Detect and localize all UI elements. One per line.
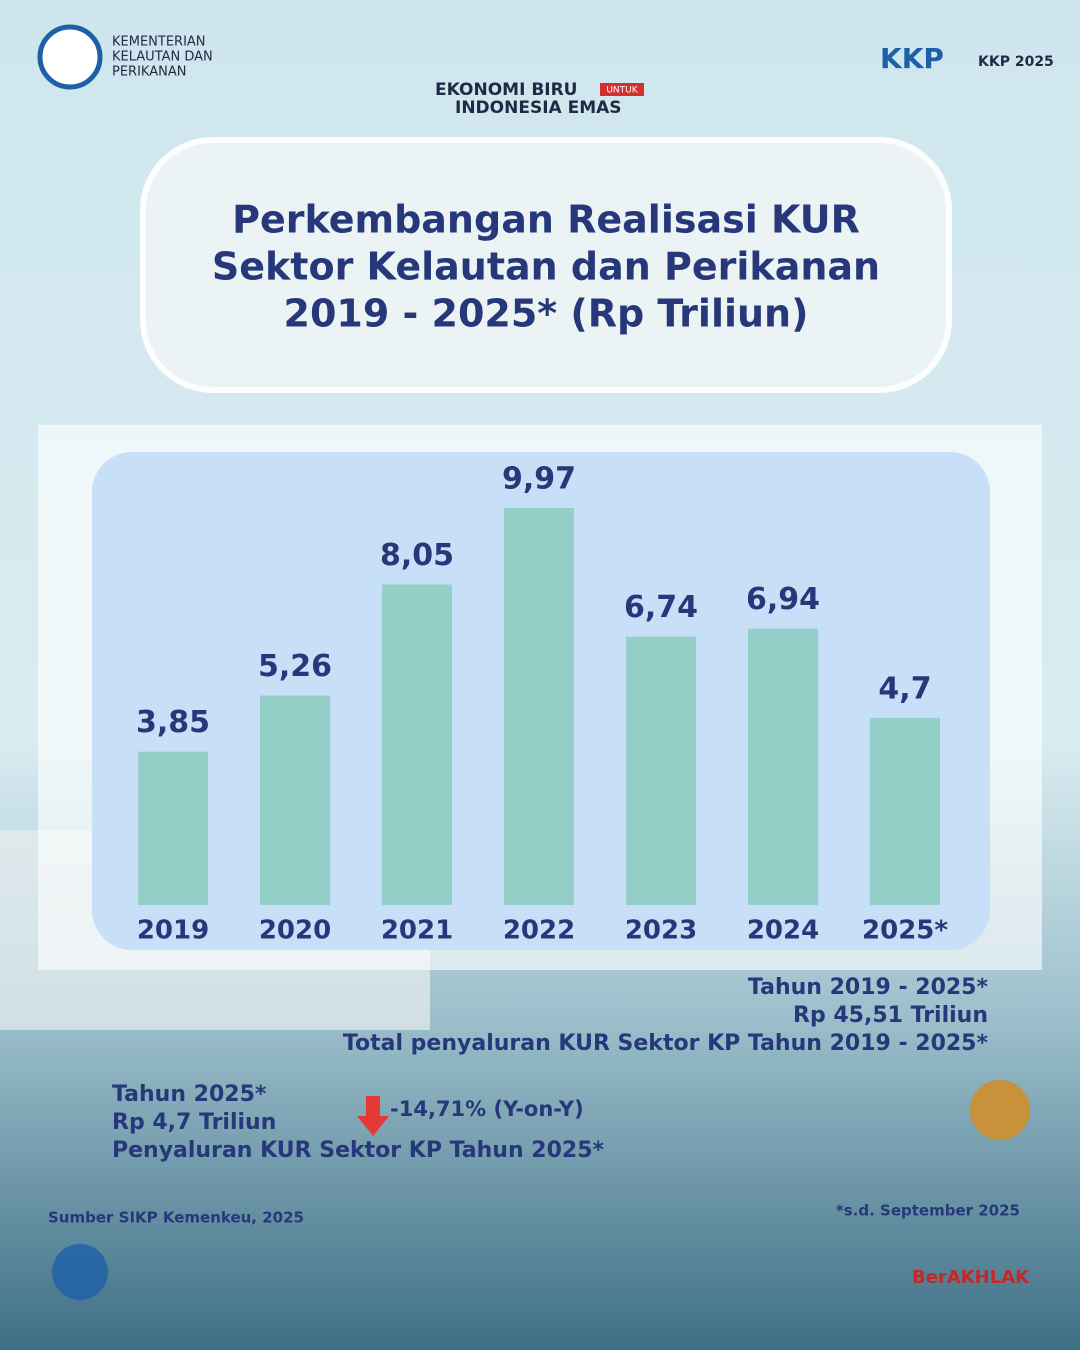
ministry-name: PERIKANAN — [112, 65, 186, 80]
brand-logo: BerAKHLAK — [912, 1267, 1030, 1288]
x-tick-label: 2024 — [747, 916, 819, 946]
value-label: 3,85 — [136, 705, 210, 740]
bar — [260, 695, 330, 905]
bar — [626, 636, 696, 905]
tagline: EKONOMI BIRU — [435, 80, 578, 100]
chart-title: Sektor Kelautan dan Perikanan — [212, 245, 880, 289]
yoy-change: -14,71% (Y-on-Y) — [390, 1097, 584, 1121]
chart-title: 2019 - 2025* (Rp Triliun) — [284, 292, 809, 336]
source: Sumber SIKP Kemenkeu, 2025 — [48, 1209, 304, 1227]
bar — [382, 584, 452, 905]
bar — [748, 628, 818, 905]
ministry-name: KELAUTAN DAN — [112, 50, 213, 65]
tagline-small: UNTUK — [606, 86, 638, 96]
bar — [504, 508, 574, 905]
summary-text: Rp 4,7 Triliun — [112, 1110, 276, 1135]
bar — [870, 717, 940, 905]
value-label: 9,97 — [502, 462, 576, 497]
tagline: INDONESIA EMAS — [455, 98, 622, 118]
summary-text: Penyaluran KUR Sektor KP Tahun 2025* — [112, 1138, 604, 1163]
value-label: 6,94 — [746, 582, 820, 617]
x-tick-label: 2022 — [503, 916, 575, 946]
money-bag-icon — [970, 1080, 1030, 1140]
down-arrow — [357, 1096, 389, 1136]
ministry-name: KEMENTERIAN — [112, 35, 206, 50]
x-tick-label: 2025* — [862, 916, 948, 946]
value-label: 8,05 — [380, 538, 454, 573]
value-label: 6,74 — [624, 590, 698, 625]
bars: 3,85 2019 5,26 2020 8,05 2021 9,97 2022 6,74 2023… — [136, 462, 948, 946]
x-tick-label: 2020 — [259, 916, 331, 946]
ministry-logo — [37, 24, 103, 90]
chart-title: Perkembangan Realisasi KUR — [232, 198, 860, 242]
kkp-2025-logo: KKP 2025 — [978, 54, 1054, 70]
title-panel — [140, 137, 952, 393]
tagline-badge — [600, 83, 644, 96]
summary-text: Rp 45,51 Triliun — [793, 1003, 988, 1028]
x-tick-label: 2021 — [381, 916, 453, 946]
x-tick-label: 2023 — [625, 916, 697, 946]
neptune-logo — [52, 1244, 108, 1300]
summary-text: Tahun 2025* — [112, 1082, 267, 1107]
bar — [138, 751, 208, 905]
footnote: *s.d. September 2025 — [836, 1202, 1020, 1220]
value-label: 4,7 — [878, 671, 931, 706]
kkp-logo: KKP — [880, 42, 944, 75]
summary-text: Tahun 2019 - 2025* — [748, 975, 989, 1000]
value-label: 5,26 — [258, 649, 332, 684]
x-tick-label: 2019 — [137, 916, 209, 946]
summary-text: Total penyaluran KUR Sektor KP Tahun 201… — [343, 1031, 989, 1056]
